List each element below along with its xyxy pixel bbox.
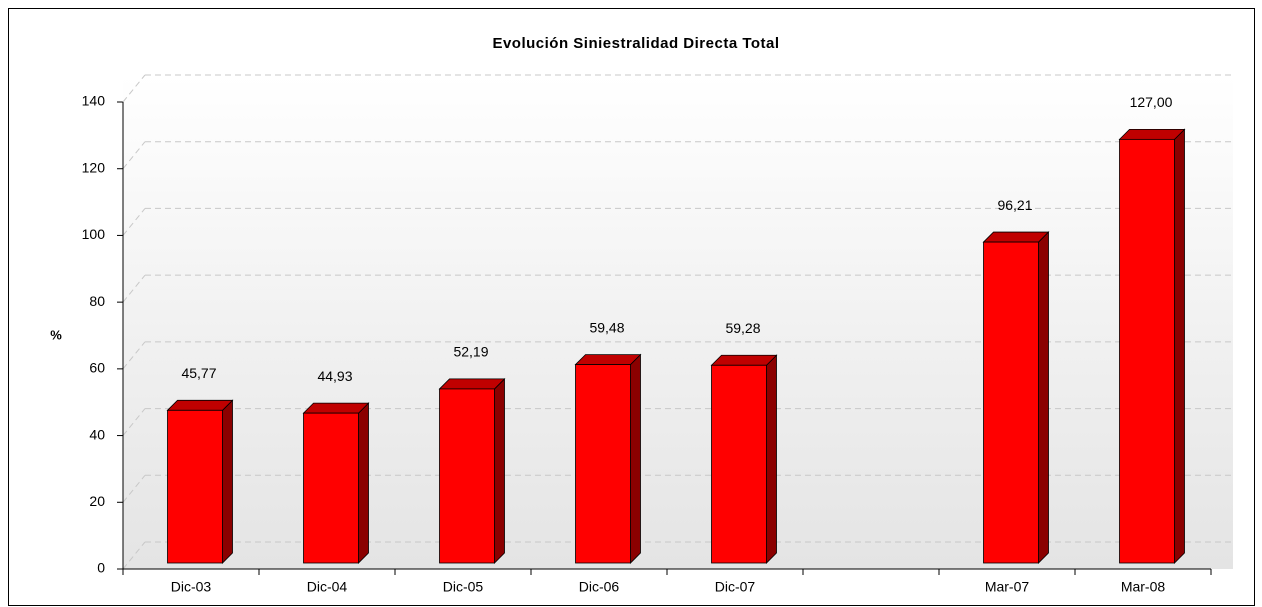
bar-side — [766, 354, 777, 564]
value-label: 59,28 — [725, 320, 760, 336]
value-label: 59,48 — [589, 319, 624, 335]
grid-diagonal — [122, 274, 146, 303]
bar-side — [630, 353, 641, 564]
bar-top — [1118, 128, 1186, 140]
bar-top — [438, 378, 506, 390]
grid-diagonal — [122, 474, 146, 503]
grid-diagonal — [122, 141, 146, 170]
bar-side — [222, 399, 233, 564]
y-tick-label: 20 — [89, 493, 105, 509]
y-tick-label: 60 — [89, 360, 105, 376]
grid-diagonal — [122, 341, 146, 370]
value-label: 96,21 — [997, 197, 1032, 213]
grid-diagonal — [122, 208, 146, 236]
value-label: 127,00 — [1130, 94, 1173, 110]
bar — [303, 412, 359, 564]
y-tick-label: 120 — [82, 159, 106, 175]
value-label: 52,19 — [453, 344, 488, 360]
bar — [1119, 138, 1175, 564]
x-tick-label: Dic-06 — [579, 579, 620, 595]
bar — [439, 388, 495, 564]
x-tick-label: Dic-03 — [171, 579, 212, 595]
x-tick-label: Mar-07 — [985, 579, 1030, 595]
bar-top — [574, 354, 642, 365]
bar — [575, 364, 631, 564]
bar-side — [494, 377, 505, 564]
x-tick-label: Mar-08 — [1121, 579, 1166, 595]
bar — [167, 409, 223, 564]
x-tick-label: Dic-07 — [715, 579, 756, 595]
x-tick-label: Dic-05 — [443, 579, 484, 595]
grid-diagonal — [122, 408, 146, 436]
bar — [983, 241, 1039, 564]
bar-top — [982, 231, 1050, 243]
bar-side — [1038, 231, 1049, 564]
bar-side — [1174, 128, 1185, 564]
y-tick-label: 80 — [89, 293, 105, 309]
bar-top — [710, 354, 778, 366]
value-label: 44,93 — [317, 368, 352, 384]
chart-title: Evolución Siniestralidad Directa Total — [492, 35, 779, 52]
grid-diagonal — [122, 541, 146, 570]
y-tick-label: 40 — [89, 426, 105, 442]
bar-top — [166, 399, 234, 411]
y-tick-label: 100 — [82, 226, 106, 242]
value-label: 45,77 — [181, 365, 216, 381]
x-tick-label: Dic-04 — [307, 579, 348, 595]
plot-background — [123, 75, 1233, 569]
y-tick-label: 140 — [82, 93, 106, 109]
y-axis-label: % — [50, 327, 62, 342]
grid-diagonal — [122, 74, 146, 103]
bar — [711, 364, 767, 564]
y-tick-label: 0 — [97, 560, 105, 576]
bar-side — [358, 402, 369, 564]
bar-top — [302, 402, 370, 414]
